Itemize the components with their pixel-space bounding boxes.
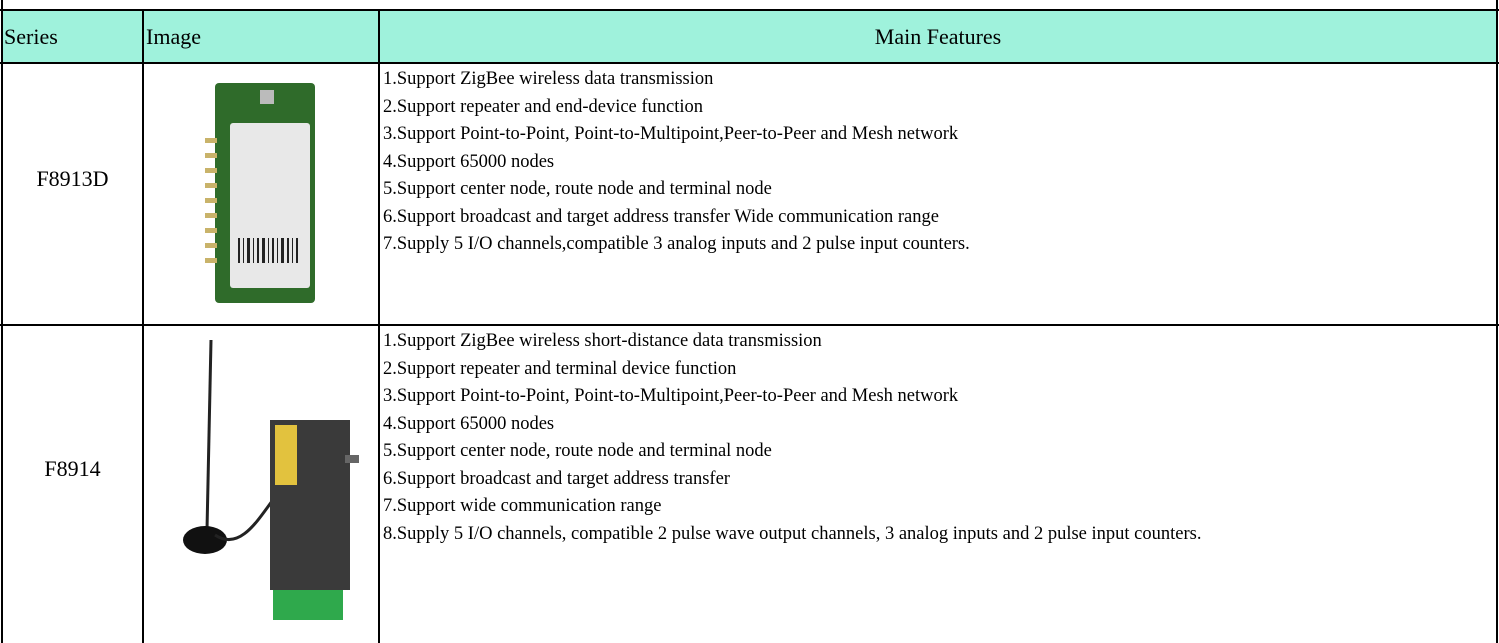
module-image <box>205 83 315 303</box>
series-cell: F8914 <box>44 456 101 481</box>
device-image <box>183 339 359 620</box>
border <box>0 324 1499 326</box>
feature-line: 7.Supply 5 I/O channels,compatible 3 ana… <box>383 234 970 254</box>
feature-line: 7.Support wide communication range <box>383 496 662 516</box>
border <box>378 10 380 643</box>
series-cell: F8913D <box>36 166 109 191</box>
feature-line: 3.Support Point-to-Point, Point-to-Multi… <box>383 124 959 144</box>
feature-line: 6.Support broadcast and target address t… <box>383 206 939 227</box>
feature-line: 1.Support ZigBee wireless short-distance… <box>383 331 822 351</box>
border <box>0 62 1499 64</box>
feature-line: 4.Support 65000 nodes <box>383 151 555 172</box>
feature-line: 5.Support center node, route node and te… <box>383 179 772 199</box>
feature-line: 4.Support 65000 nodes <box>383 413 555 434</box>
header-row <box>2 10 1497 63</box>
feature-line: 5.Support center node, route node and te… <box>383 441 772 461</box>
header-cell: Series <box>4 24 58 49</box>
feature-line: 8.Supply 5 I/O channels, compatible 2 pu… <box>383 523 1202 544</box>
feature-line: 3.Support Point-to-Point, Point-to-Multi… <box>383 386 959 406</box>
header-cell: Image <box>146 24 201 49</box>
border <box>0 9 1499 11</box>
feature-line: 2.Support repeater and terminal device f… <box>383 358 737 379</box>
border <box>142 10 144 643</box>
header-cell: Main Features <box>874 24 1002 49</box>
feature-line: 2.Support repeater and end-device functi… <box>383 96 704 117</box>
feature-line: 1.Support ZigBee wireless data transmiss… <box>383 69 714 89</box>
border <box>1496 0 1498 643</box>
border <box>1 0 3 643</box>
feature-line: 6.Support broadcast and target address t… <box>383 468 730 489</box>
